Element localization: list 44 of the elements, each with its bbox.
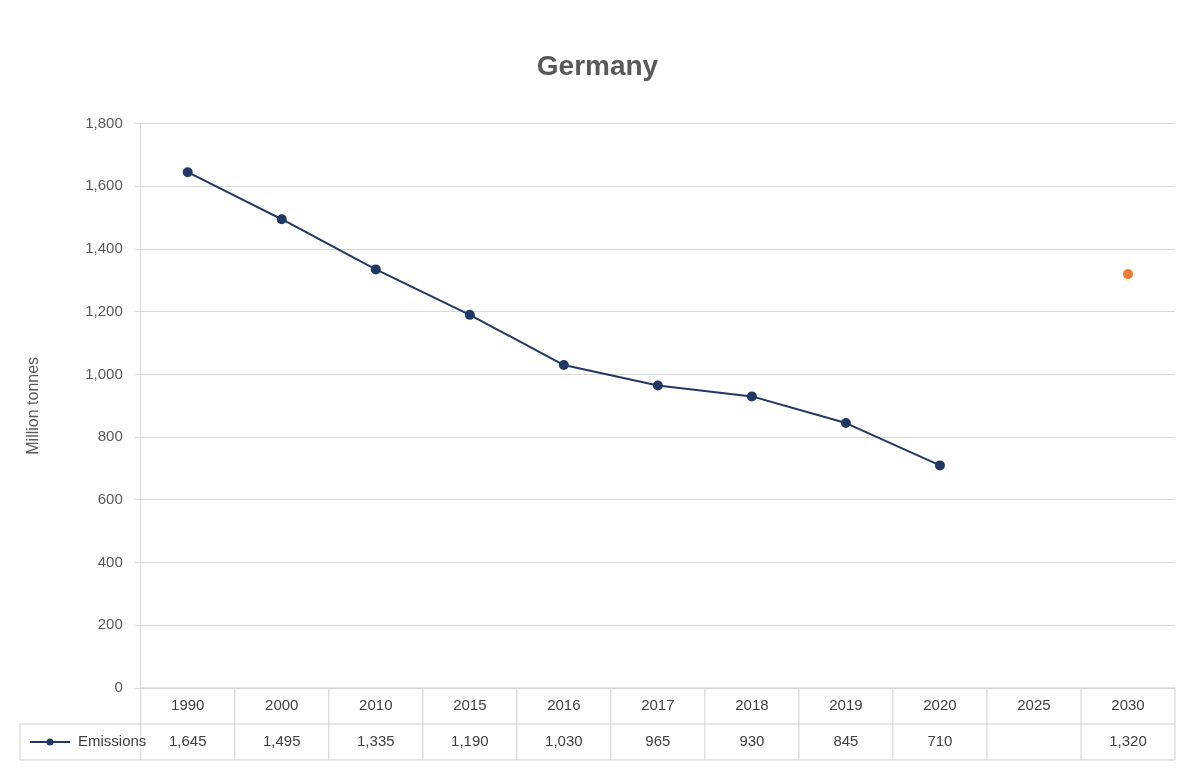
y-tick-label: 200 <box>97 615 123 633</box>
x-tick-label: 2025 <box>1017 696 1051 714</box>
point <box>464 309 475 320</box>
point <box>276 214 287 225</box>
x-tick-label: 2030 <box>1111 696 1145 714</box>
x-tick-label: 2018 <box>735 696 769 714</box>
x-tick-label: 2010 <box>359 696 393 714</box>
y-tick-label: 1,400 <box>85 239 123 257</box>
x-tick-label: 2020 <box>923 696 957 714</box>
y-tick-label: 800 <box>97 427 123 445</box>
x-tick-label: 2019 <box>829 696 863 714</box>
y-tick-label: 1,800 <box>85 113 123 131</box>
point <box>370 264 381 275</box>
y-tick-label: 400 <box>97 552 123 570</box>
point <box>934 460 945 471</box>
data-label: 1,030 <box>545 732 583 750</box>
x-tick-label: 2017 <box>641 696 675 714</box>
x-tick-label: 2000 <box>265 696 299 714</box>
data-label: 930 <box>739 732 765 750</box>
point <box>840 418 851 429</box>
point <box>746 391 757 402</box>
data-label: 710 <box>927 732 953 750</box>
data-label: 1,335 <box>357 732 395 750</box>
data-label: 1,320 <box>1109 732 1147 750</box>
point <box>558 360 569 371</box>
x-tick-label: 1990 <box>171 696 205 714</box>
data-label: 1,190 <box>451 732 489 750</box>
x-tick-label: 2015 <box>453 696 487 714</box>
y-tick-label: 1,000 <box>85 364 123 382</box>
data-label: 1,645 <box>168 732 207 750</box>
data-label: 845 <box>833 732 859 750</box>
data-label: 1,495 <box>263 732 301 750</box>
x-tick-label: 2016 <box>547 696 581 714</box>
y-tick-label: 0 <box>114 678 123 696</box>
legend-label: Emissions <box>78 732 147 750</box>
point <box>182 167 193 178</box>
point <box>1122 269 1133 280</box>
y-tick-label: 1,200 <box>85 301 123 319</box>
y-axis-title: Million tonnes <box>24 356 42 455</box>
chart-title: Germany <box>536 49 659 81</box>
data-label: 965 <box>645 732 671 750</box>
y-tick-label: 1,600 <box>85 176 123 194</box>
y-tick-label: 600 <box>97 490 123 508</box>
point <box>652 380 663 391</box>
